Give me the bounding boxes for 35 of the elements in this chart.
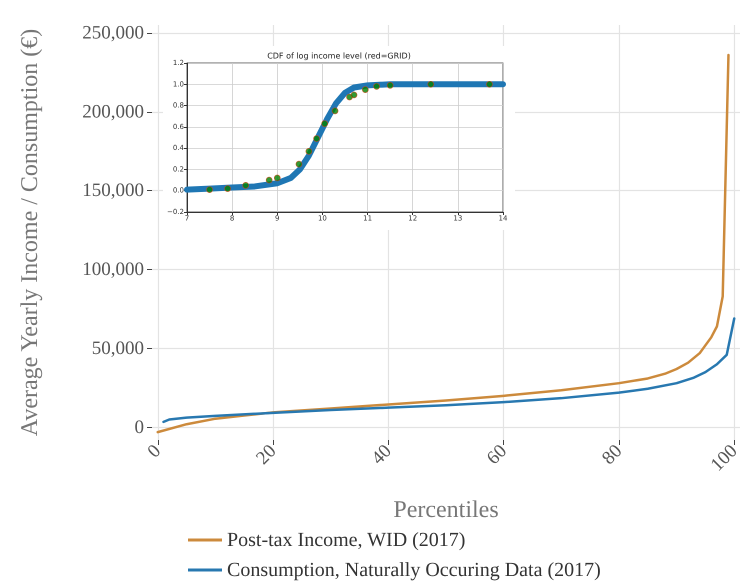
y-tick-label: 0 (134, 416, 144, 438)
point (321, 120, 328, 127)
line-series (156, 54, 730, 434)
point (206, 186, 213, 193)
legend-label: Consumption, Naturally Occuring Data (2017) (227, 559, 601, 581)
x-axis-title: Percentiles (393, 497, 499, 523)
y-tick-label: 250,000 (82, 22, 144, 44)
point (486, 80, 493, 88)
x-tick-label: 20 (252, 440, 280, 469)
y-tick-label: 200,000 (82, 101, 144, 122)
point (362, 86, 369, 93)
point (266, 176, 272, 184)
x-tick-label: 60 (482, 440, 512, 469)
chart-title: CDF of log income level (red=GRID) (267, 52, 411, 60)
point (386, 82, 394, 89)
point (313, 135, 320, 142)
point (427, 80, 434, 88)
point (373, 83, 380, 90)
point (242, 182, 249, 189)
y-tick-label: 100,000 (82, 259, 144, 280)
y-tick-label: 150,000 (82, 180, 144, 202)
point (332, 108, 338, 114)
line-series (162, 317, 736, 424)
x-tick-label: 40 (368, 440, 396, 469)
x-tick-label: 80 (598, 440, 626, 469)
x-tick-label: 0 (144, 440, 166, 462)
legend-label: Post-tax Income, WID (2017) (227, 529, 466, 551)
point (350, 92, 358, 98)
y-tick-label: 50,000 (92, 338, 144, 359)
y-axis-title: Average Yearly Income / Consumption (€) (17, 28, 43, 436)
point (306, 148, 312, 155)
point (224, 185, 231, 192)
point (274, 174, 281, 182)
point (296, 160, 302, 168)
x-tick-label: 100 (706, 440, 742, 476)
